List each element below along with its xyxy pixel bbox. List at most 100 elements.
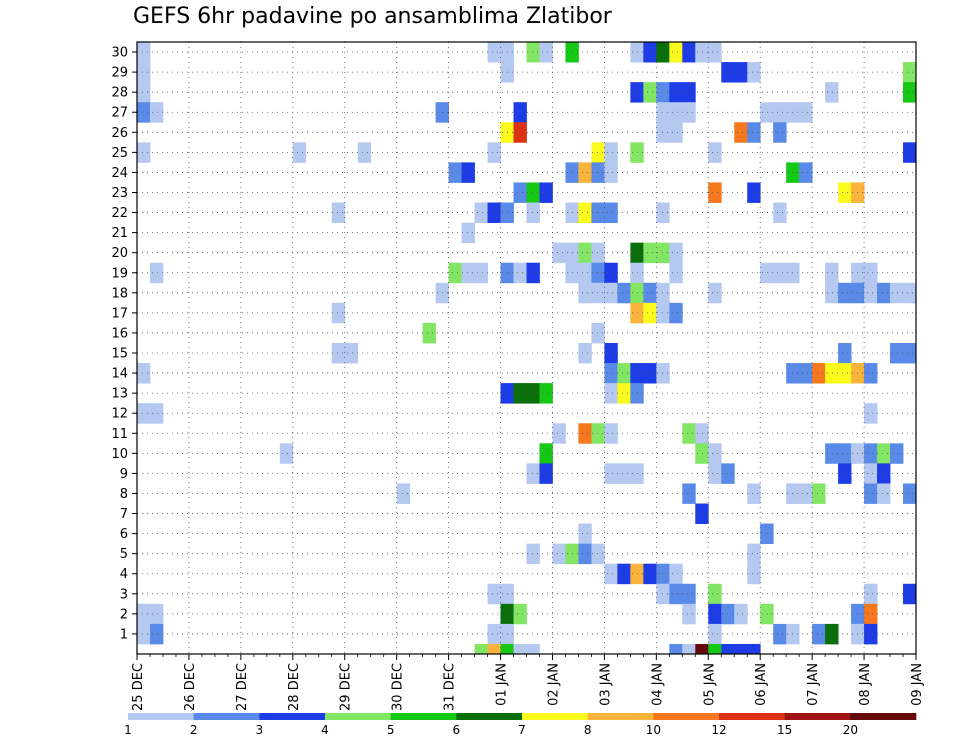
heatmap-cell bbox=[877, 463, 891, 484]
heatmap-cell bbox=[669, 242, 683, 264]
legend-swatch bbox=[587, 713, 654, 720]
heatmap-cell bbox=[708, 643, 722, 654]
heatmap-cell bbox=[669, 102, 683, 123]
heatmap-cell bbox=[149, 262, 164, 284]
heatmap-cell bbox=[838, 443, 852, 464]
heatmap-cells bbox=[137, 42, 917, 654]
heatmap-cell bbox=[864, 583, 878, 605]
heatmap-cell bbox=[877, 443, 891, 464]
heatmap-cell bbox=[617, 563, 631, 585]
heatmap-cell bbox=[656, 302, 670, 324]
heatmap-cell bbox=[591, 242, 605, 264]
legend-swatch bbox=[128, 713, 194, 720]
heatmap-cell bbox=[578, 262, 592, 284]
heatmap-cell bbox=[682, 643, 696, 654]
heatmap-cell bbox=[591, 322, 605, 344]
y-tick-label: 17 bbox=[111, 306, 128, 321]
y-tick-label: 12 bbox=[111, 407, 128, 422]
x-tick-label: 31 DEC bbox=[443, 663, 458, 711]
heatmap-cell bbox=[734, 62, 748, 83]
heatmap-cell bbox=[591, 282, 605, 304]
legend-label: 1 bbox=[124, 723, 132, 737]
heatmap-cell bbox=[656, 242, 670, 264]
heatmap-cell bbox=[708, 182, 722, 203]
heatmap-cell bbox=[604, 342, 618, 364]
heatmap-cell bbox=[526, 543, 540, 565]
y-tick-label: 3 bbox=[120, 587, 128, 602]
x-tick-label: 09 JAN bbox=[910, 663, 925, 706]
heatmap-cell bbox=[461, 162, 475, 183]
heatmap-cell bbox=[877, 483, 891, 504]
y-tick-label: 16 bbox=[111, 326, 128, 341]
heatmap-cell bbox=[799, 102, 813, 123]
heatmap-cell bbox=[890, 282, 904, 304]
legend-label: 4 bbox=[321, 723, 329, 737]
heatmap-cell bbox=[656, 102, 670, 123]
legend-swatch bbox=[325, 713, 391, 720]
legend-swatch bbox=[193, 713, 260, 720]
y-tick-label: 1 bbox=[120, 627, 128, 642]
heatmap-cell bbox=[890, 443, 904, 464]
legend-swatch bbox=[522, 713, 588, 720]
heatmap-cell bbox=[838, 342, 852, 364]
heatmap-cell bbox=[591, 162, 605, 183]
heatmap-cell bbox=[137, 102, 151, 123]
x-tick-label: 07 JAN bbox=[806, 663, 821, 706]
heatmap-cell bbox=[903, 342, 917, 364]
heatmap-cell bbox=[682, 483, 696, 504]
y-tick-label: 21 bbox=[111, 226, 128, 241]
legend-swatch bbox=[784, 713, 851, 720]
heatmap-cell bbox=[812, 483, 826, 504]
heatmap-cell bbox=[682, 82, 696, 103]
heatmap-cell bbox=[799, 483, 813, 504]
heatmap-cell bbox=[149, 403, 164, 424]
heatmap-cell bbox=[617, 282, 631, 304]
heatmap-cell bbox=[838, 282, 852, 304]
heatmap-cell bbox=[812, 363, 826, 384]
heatmap-cell bbox=[591, 262, 605, 284]
heatmap-cell bbox=[643, 302, 657, 324]
y-tick-label: 25 bbox=[111, 146, 128, 161]
heatmap-cell bbox=[721, 643, 735, 654]
heatmap-cell bbox=[773, 102, 787, 123]
heatmap-cell bbox=[578, 202, 592, 223]
y-tick-label: 4 bbox=[120, 567, 128, 582]
heatmap-cell bbox=[903, 62, 917, 83]
x-tick-label: 28 DEC bbox=[287, 663, 302, 711]
legend-label: 2 bbox=[190, 723, 198, 737]
heatmap-cell bbox=[695, 443, 709, 464]
y-tick-label: 29 bbox=[111, 66, 128, 81]
heatmap-cell bbox=[708, 42, 722, 63]
heatmap-cell bbox=[513, 182, 527, 203]
heatmap-cell bbox=[578, 423, 592, 444]
x-tick-label: 05 JAN bbox=[702, 663, 717, 706]
y-tick-label: 27 bbox=[111, 106, 128, 121]
heatmap-cell bbox=[708, 583, 722, 605]
x-tick-label: 04 JAN bbox=[650, 663, 665, 706]
heatmap-cell bbox=[137, 403, 151, 424]
heatmap-cell bbox=[422, 322, 437, 344]
heatmap-cell bbox=[669, 262, 683, 284]
heatmap-cell bbox=[137, 42, 151, 63]
heatmap-cell bbox=[864, 603, 878, 625]
heatmap-cell bbox=[656, 82, 670, 103]
heatmap-cell bbox=[708, 282, 722, 304]
x-tick-label: 26 DEC bbox=[183, 663, 198, 711]
heatmap-cell bbox=[760, 603, 774, 625]
heatmap-cell bbox=[487, 42, 501, 63]
legend-swatch bbox=[719, 713, 785, 720]
heatmap-cell bbox=[864, 282, 878, 304]
heatmap-cell bbox=[656, 583, 670, 605]
heatmap-cell bbox=[578, 543, 592, 565]
x-tick-label: 29 DEC bbox=[339, 663, 354, 711]
x-tick-label: 27 DEC bbox=[235, 663, 250, 711]
heatmap-cell bbox=[591, 142, 605, 163]
heatmap-cell bbox=[396, 483, 411, 504]
heatmap-cell bbox=[331, 302, 346, 324]
heatmap-cell bbox=[526, 383, 540, 404]
y-tick-label: 26 bbox=[111, 126, 128, 141]
heatmap-cell bbox=[357, 142, 372, 163]
heatmap-cell bbox=[773, 122, 787, 143]
heatmap-cell bbox=[643, 282, 657, 304]
heatmap-cell bbox=[539, 463, 553, 484]
